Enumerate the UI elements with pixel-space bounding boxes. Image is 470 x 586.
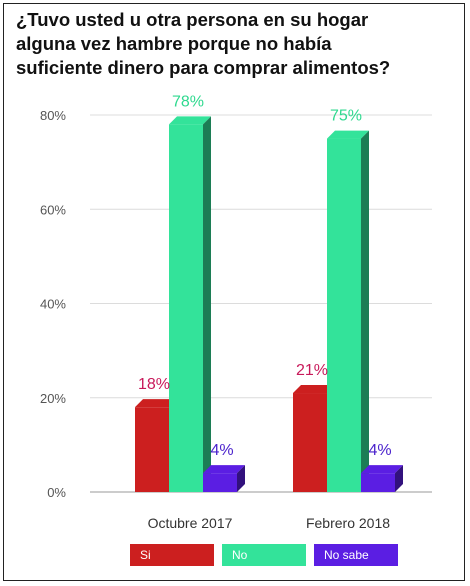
y-tick-label: 60% <box>40 202 66 217</box>
bar-si-1 <box>135 399 177 492</box>
data-label: 4% <box>368 442 391 459</box>
bar-no-2 <box>327 130 369 492</box>
chart-title: ¿Tuvo usted u otra persona en su hogar a… <box>16 9 391 78</box>
bar-no-sabe-2 <box>361 465 403 492</box>
legend-label: No sabe <box>324 548 369 562</box>
x-category-label: Octubre 2017 <box>148 515 233 531</box>
legend-item-no-sabe: No sabe <box>314 544 398 566</box>
legend-item-no: No <box>222 544 306 566</box>
data-label: 18% <box>138 376 170 393</box>
legend-label: No <box>232 548 248 562</box>
data-label: 78% <box>172 93 204 110</box>
x-category-label: Febrero 2018 <box>306 515 390 531</box>
data-label: 75% <box>330 108 362 125</box>
bar-no-sabe-1 <box>203 465 245 492</box>
data-label: 4% <box>210 442 233 459</box>
data-label: 21% <box>296 362 328 379</box>
legend-label: Si <box>140 548 151 562</box>
bar-no-1 <box>169 116 211 493</box>
y-tick-label: 0% <box>47 485 66 500</box>
y-tick-label: 40% <box>40 297 66 312</box>
y-tick-label: 20% <box>40 391 66 406</box>
y-tick-label: 80% <box>40 108 66 123</box>
legend-item-si: Si <box>130 544 214 566</box>
